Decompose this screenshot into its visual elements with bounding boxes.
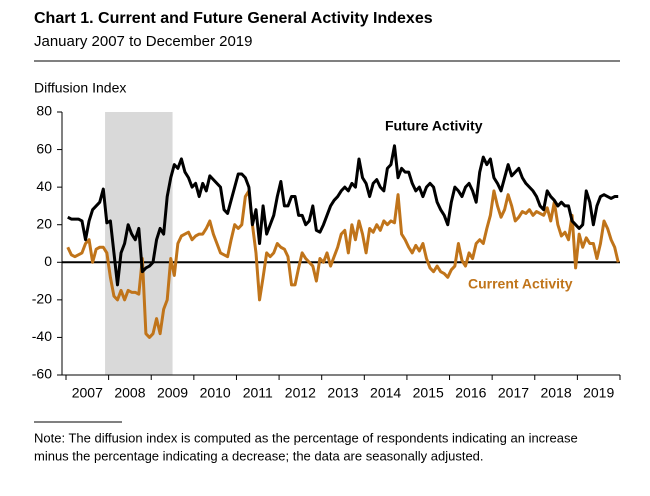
- chart-subtitle: January 2007 to December 2019: [34, 33, 252, 50]
- series-label: Current Activity: [468, 276, 573, 292]
- x-tick-label: 2019: [583, 385, 614, 401]
- x-tick-label: 2007: [72, 385, 103, 401]
- y-tick-label: 80: [36, 103, 52, 119]
- x-tick-label: 2015: [413, 385, 444, 401]
- y-tick-label: 40: [36, 178, 52, 194]
- y-tick-label: 20: [36, 215, 52, 231]
- x-tick-label: 2011: [243, 385, 273, 401]
- note: Note: The diffusion index is computed as…: [34, 430, 578, 445]
- note: minus the percentage indicating a decrea…: [34, 448, 484, 463]
- x-tick-label: 2018: [540, 385, 571, 401]
- x-tick-label: 2017: [498, 385, 529, 401]
- y-tick-label: 0: [44, 253, 52, 269]
- series-line: [67, 144, 619, 287]
- y-tick-label: -20: [32, 291, 52, 307]
- x-tick-label: 2012: [285, 385, 316, 401]
- y-axis-label: Diffusion Index: [34, 80, 126, 96]
- y-tick-label: -40: [32, 328, 52, 344]
- x-tick-label: 2010: [200, 385, 231, 401]
- series-label: Future Activity: [385, 118, 483, 134]
- x-tick-label: 2014: [370, 385, 401, 401]
- y-tick-label: 60: [36, 140, 52, 156]
- x-tick-label: 2008: [114, 385, 145, 401]
- x-tick-label: 2016: [455, 385, 486, 401]
- chart-title: Chart 1. Current and Future General Acti…: [34, 10, 433, 27]
- y-tick-label: -60: [32, 366, 52, 382]
- series-line: [66, 189, 620, 339]
- x-tick-label: 2013: [327, 385, 358, 401]
- x-tick-label: 2009: [157, 385, 188, 401]
